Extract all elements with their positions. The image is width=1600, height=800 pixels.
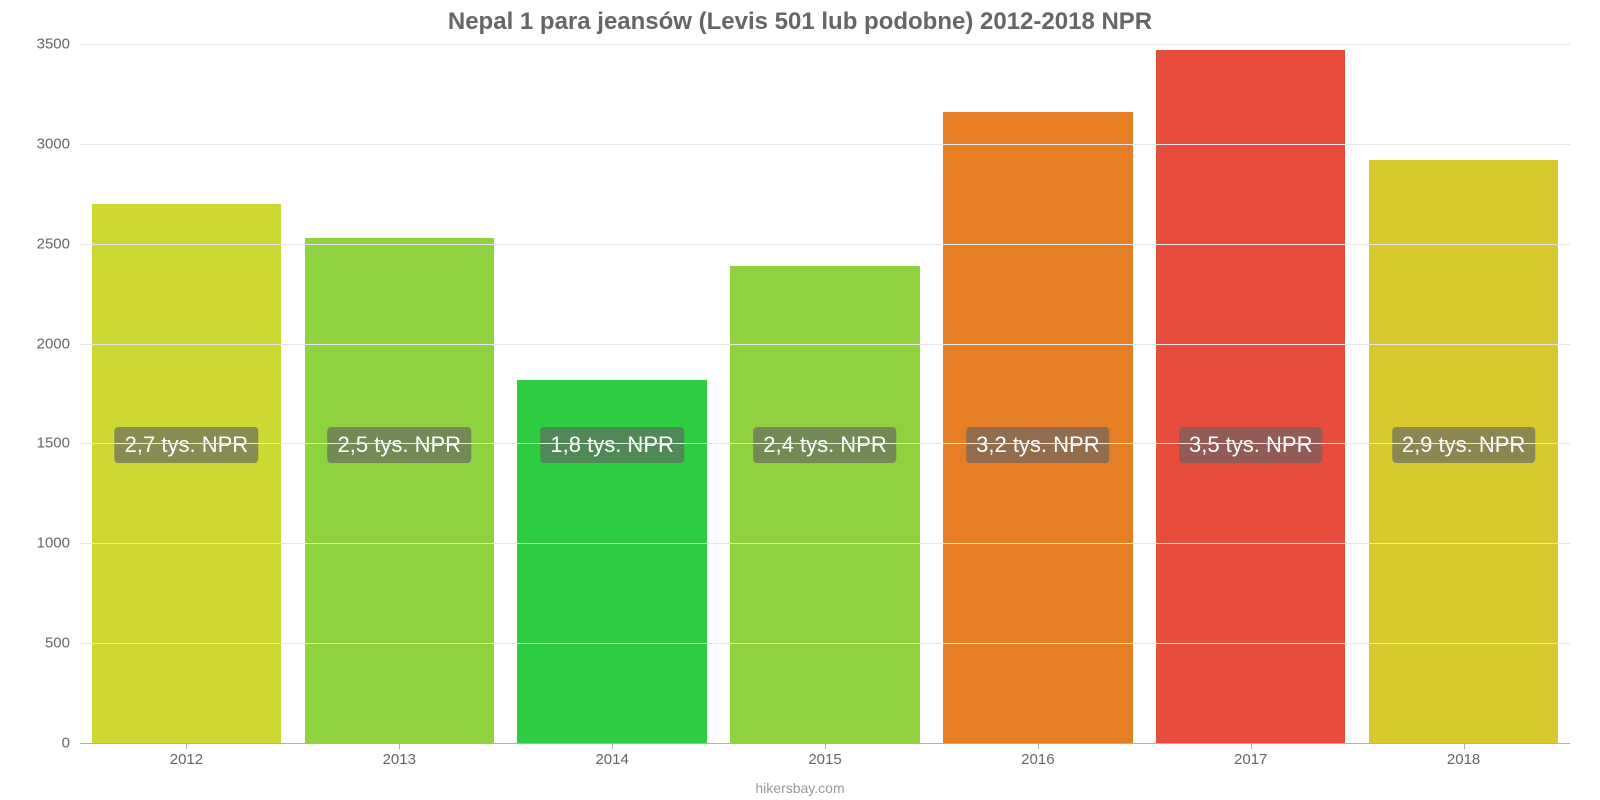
plot: 2,7 tys. NPR20122,5 tys. NPR20131,8 tys.… <box>80 44 1570 744</box>
bar <box>92 204 281 743</box>
bar-slot: 2,9 tys. NPR2018 <box>1357 44 1570 743</box>
xtick-label: 2015 <box>808 743 841 768</box>
bar-slot: 1,8 tys. NPR2014 <box>506 44 719 743</box>
gridline <box>80 144 1570 145</box>
bar-value-label: 1,8 tys. NPR <box>540 427 683 463</box>
bar-slot: 2,4 tys. NPR2015 <box>719 44 932 743</box>
ytick-label: 2000 <box>37 335 80 352</box>
gridline <box>80 643 1570 644</box>
xtick-label: 2013 <box>383 743 416 768</box>
gridline <box>80 443 1570 444</box>
ytick-label: 500 <box>45 635 80 652</box>
bar-slot: 2,7 tys. NPR2012 <box>80 44 293 743</box>
footer-credit: hikersbay.com <box>0 780 1600 796</box>
ytick-label: 3500 <box>37 36 80 53</box>
xtick-label: 2018 <box>1447 743 1480 768</box>
bar <box>305 238 494 743</box>
chart-plot-area: 2,7 tys. NPR20122,5 tys. NPR20131,8 tys.… <box>80 44 1570 744</box>
xtick-label: 2017 <box>1234 743 1267 768</box>
bars-container: 2,7 tys. NPR20122,5 tys. NPR20131,8 tys.… <box>80 44 1570 743</box>
ytick-label: 1000 <box>37 535 80 552</box>
bar-value-label: 3,2 tys. NPR <box>966 427 1109 463</box>
ytick-label: 3000 <box>37 135 80 152</box>
gridline <box>80 244 1570 245</box>
bar-value-label: 3,5 tys. NPR <box>1179 427 1322 463</box>
ytick-label: 1500 <box>37 435 80 452</box>
bar-slot: 3,2 tys. NPR2016 <box>931 44 1144 743</box>
gridline <box>80 543 1570 544</box>
ytick-label: 2500 <box>37 235 80 252</box>
xtick-label: 2016 <box>1021 743 1054 768</box>
bar-value-label: 2,7 tys. NPR <box>115 427 258 463</box>
bar <box>1156 50 1345 743</box>
gridline <box>80 44 1570 45</box>
bar-slot: 2,5 tys. NPR2013 <box>293 44 506 743</box>
bar-slot: 3,5 tys. NPR2017 <box>1144 44 1357 743</box>
xtick-label: 2014 <box>595 743 628 768</box>
bar-value-label: 2,4 tys. NPR <box>753 427 896 463</box>
gridline <box>80 344 1570 345</box>
chart-title: Nepal 1 para jeansów (Levis 501 lub podo… <box>0 0 1600 42</box>
bar <box>730 266 919 743</box>
bar-value-label: 2,9 tys. NPR <box>1392 427 1535 463</box>
xtick-label: 2012 <box>170 743 203 768</box>
bar-value-label: 2,5 tys. NPR <box>328 427 471 463</box>
ytick-label: 0 <box>62 735 80 752</box>
